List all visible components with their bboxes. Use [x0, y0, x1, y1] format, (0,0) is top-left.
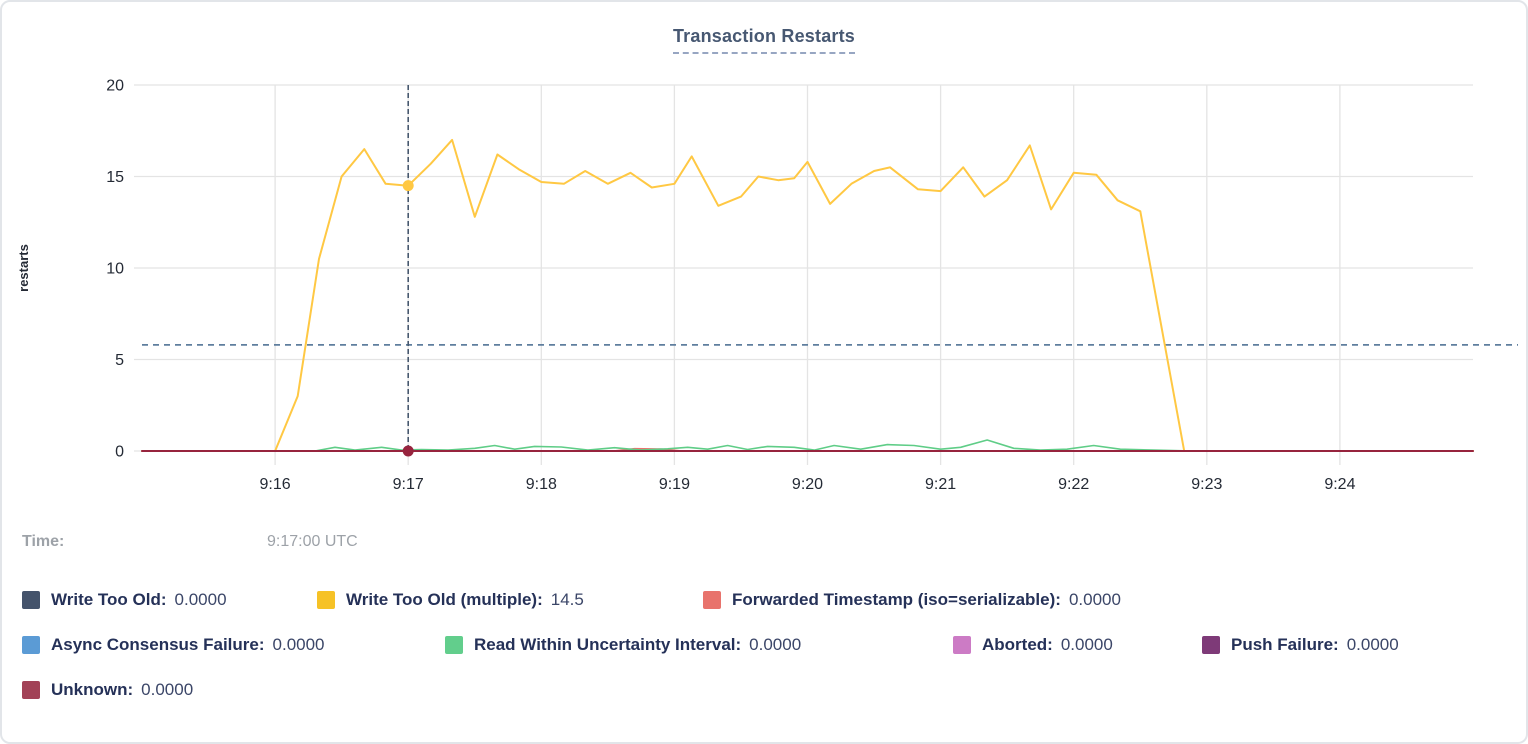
x-tick-label: 9:19	[659, 476, 690, 493]
chart-title-wrap: Transaction Restarts	[2, 26, 1526, 54]
legend-swatch	[703, 591, 721, 609]
legend-item-write-too-old[interactable]: Write Too Old: 0.0000	[22, 590, 317, 610]
legend-item-aborted[interactable]: Aborted: 0.0000	[953, 635, 1202, 655]
hover-time-readout: Time: 9:17:00 UTC	[22, 533, 358, 551]
x-tick-label: 9:16	[260, 476, 291, 493]
legend-value: 0.0000	[174, 590, 227, 609]
legend-label: Write Too Old (multiple):	[346, 590, 543, 609]
y-tick-label: 20	[106, 78, 124, 95]
legend-item-async-consensus-failure[interactable]: Async Consensus Failure: 0.0000	[22, 635, 445, 655]
x-tick-label: 9:21	[925, 476, 956, 493]
legend-swatch	[22, 591, 40, 609]
legend-label: Push Failure:	[1231, 635, 1339, 654]
legend-item-unknown[interactable]: Unknown: 0.0000	[22, 680, 193, 700]
legend-swatch	[953, 636, 971, 654]
legend-value: 0.0000	[1346, 635, 1399, 654]
hover-marker-unknown	[402, 445, 414, 457]
x-tick-label: 9:24	[1324, 476, 1355, 493]
legend-value: 0.0000	[1068, 590, 1121, 609]
legend-item-read-within-uncertainty[interactable]: Read Within Uncertainty Interval: 0.0000	[445, 635, 953, 655]
legend-label: Unknown:	[51, 680, 134, 699]
legend-swatch	[317, 591, 335, 609]
legend-swatch	[22, 681, 40, 699]
y-tick-label: 0	[115, 444, 124, 461]
legend-value: 14.5	[550, 590, 584, 609]
legend-item-push-failure[interactable]: Push Failure: 0.0000	[1202, 635, 1399, 655]
legend-label: Async Consensus Failure:	[51, 635, 265, 654]
legend-label: Forwarded Timestamp (iso=serializable):	[732, 590, 1061, 609]
y-tick-label: 15	[106, 169, 124, 186]
legend-value: 0.0000	[749, 635, 802, 654]
legend-swatch	[445, 636, 463, 654]
chart-title[interactable]: Transaction Restarts	[672, 26, 856, 54]
legend-swatch	[22, 636, 40, 654]
legend-value: 0.0000	[141, 680, 194, 699]
legend-label: Write Too Old:	[51, 590, 167, 609]
legend-value: 0.0000	[1060, 635, 1113, 654]
legend-item-write-too-old-multiple[interactable]: Write Too Old (multiple): 14.5	[317, 590, 703, 610]
chart-canvas[interactable]: 0 5 10 15 20 9:16 9:17 9:18 9:19 9:20 9:21 9:22 9:23…	[2, 2, 1528, 522]
hover-time-label: Time:	[22, 533, 65, 550]
x-tick-label: 9:18	[526, 476, 557, 493]
y-tick-label: 10	[106, 261, 124, 278]
hover-time-value: 9:17:00 UTC	[267, 533, 358, 550]
hover-marker-write-too-old-multiple-	[402, 180, 414, 192]
x-tick-label: 9:23	[1191, 476, 1222, 493]
legend-label: Read Within Uncertainty Interval:	[474, 635, 742, 654]
legend-label: Aborted:	[982, 635, 1053, 654]
legend-row: Async Consensus Failure: 0.0000 Read Wit…	[22, 635, 1510, 655]
y-tick-label: 5	[115, 352, 124, 369]
x-tick-label: 9:17	[393, 476, 424, 493]
chart-legend: Write Too Old: 0.0000 Write Too Old (mul…	[22, 590, 1510, 725]
x-tick-label: 9:22	[1058, 476, 1089, 493]
series-line-read-within-uncertainty-interval	[141, 439, 1474, 452]
legend-swatch	[1202, 636, 1220, 654]
legend-row: Unknown: 0.0000	[22, 680, 1510, 700]
legend-value: 0.0000	[272, 635, 325, 654]
legend-row: Write Too Old: 0.0000 Write Too Old (mul…	[22, 590, 1510, 610]
x-tick-label: 9:20	[792, 476, 823, 493]
legend-item-forwarded-timestamp[interactable]: Forwarded Timestamp (iso=serializable): …	[703, 590, 1121, 610]
